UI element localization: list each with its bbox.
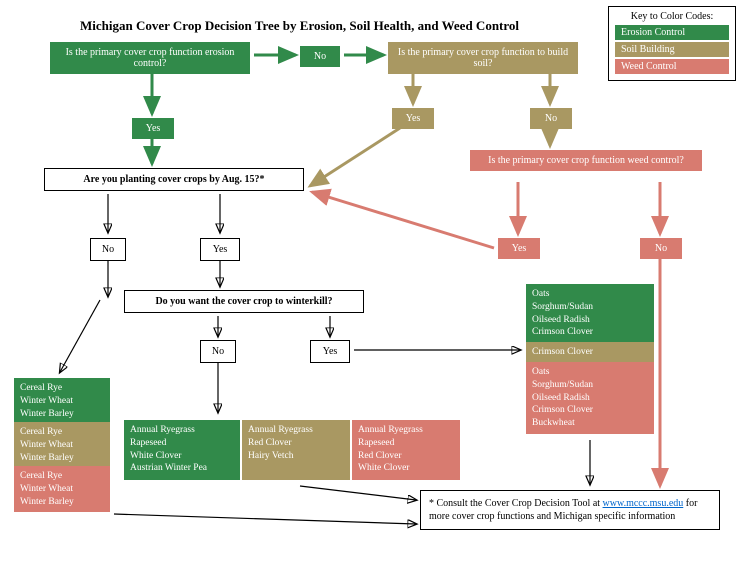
legend-title: Key to Color Codes: — [615, 11, 729, 22]
result-wk-erosion: Annual Ryegrass Rapeseed White Clover Au… — [124, 420, 240, 480]
result-right-erosion: Oats Sorghum/Sudan Oilseed Radish Crimso… — [526, 284, 654, 343]
node-yes5: Yes — [310, 340, 350, 363]
node-yes3: Yes — [200, 238, 240, 261]
node-no3: No — [90, 238, 126, 261]
node-yes2: Yes — [392, 108, 434, 129]
legend: Key to Color Codes: Erosion Control Soil… — [608, 6, 736, 81]
result-cereal-weed: Cereal Rye Winter Wheat Winter Barley — [14, 466, 110, 512]
q-weed: Is the primary cover crop function weed … — [470, 150, 702, 171]
q-soil: Is the primary cover crop function to bu… — [388, 42, 578, 74]
node-no4: No — [200, 340, 236, 363]
node-yes1: Yes — [132, 118, 174, 139]
footnote: * Consult the Cover Crop Decision Tool a… — [420, 490, 720, 530]
node-yes4: Yes — [498, 238, 540, 259]
q-erosion: Is the primary cover crop function erosi… — [50, 42, 250, 74]
result-right-soil: Crimson Clover — [526, 342, 654, 363]
legend-weed: Weed Control — [615, 59, 729, 74]
node-no1: No — [300, 46, 340, 67]
result-wk-weed: Annual Ryegrass Rapeseed Red Clover Whit… — [352, 420, 460, 480]
result-cereal-soil: Cereal Rye Winter Wheat Winter Barley — [14, 422, 110, 468]
q-winterkill: Do you want the cover crop to winterkill… — [124, 290, 364, 313]
result-wk-soil: Annual Ryegrass Red Clover Hairy Vetch — [242, 420, 350, 480]
q-aug15: Are you planting cover crops by Aug. 15?… — [44, 168, 304, 191]
node-no2: No — [530, 108, 572, 129]
result-right-weed: Oats Sorghum/Sudan Oilseed Radish Crimso… — [526, 362, 654, 434]
node-no5: No — [640, 238, 682, 259]
page-title: Michigan Cover Crop Decision Tree by Ero… — [80, 18, 519, 34]
footnote-prefix: * Consult the Cover Crop Decision Tool a… — [429, 498, 603, 509]
footnote-link[interactable]: www.mccc.msu.edu — [603, 498, 684, 509]
legend-erosion: Erosion Control — [615, 25, 729, 40]
legend-soil: Soil Building — [615, 42, 729, 57]
result-cereal-erosion: Cereal Rye Winter Wheat Winter Barley — [14, 378, 110, 424]
